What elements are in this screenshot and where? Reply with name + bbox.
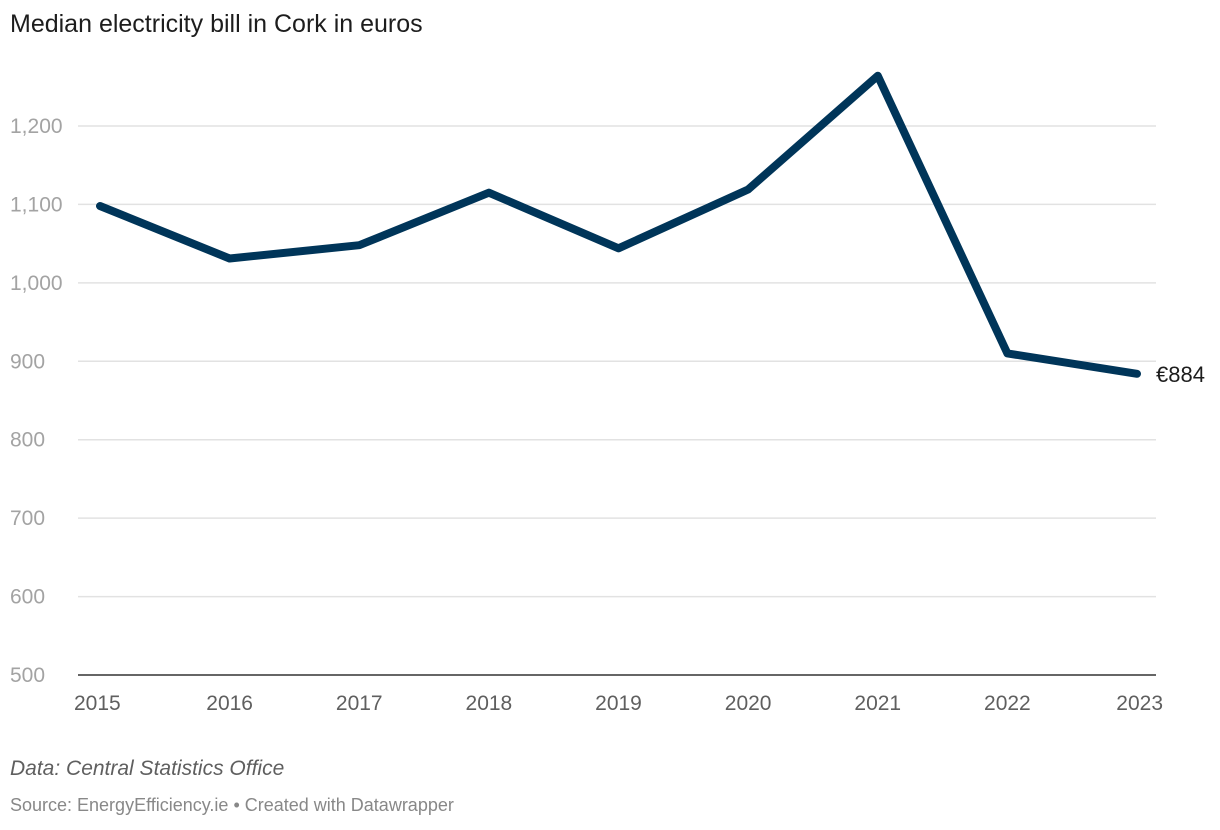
x-tick-label: 2017 <box>336 692 383 715</box>
data-source-note: Data: Central Statistics Office <box>10 757 285 780</box>
x-tick-label: 2020 <box>725 692 772 715</box>
x-tick-label: 2022 <box>984 692 1031 715</box>
x-tick-label: 2015 <box>74 692 121 715</box>
x-tick-label: 2016 <box>206 692 253 715</box>
y-tick-label: 600 <box>10 586 45 609</box>
x-tick-label: 2019 <box>595 692 642 715</box>
y-tick-label: 1,000 <box>10 272 63 295</box>
x-tick-label: 2023 <box>1116 692 1163 715</box>
data-points <box>99 75 1138 374</box>
y-tick-label: 800 <box>10 429 45 452</box>
chart-title: Median electricity bill in Cork in euros <box>10 10 423 38</box>
series-line-median-bill <box>96 71 1141 378</box>
y-tick-label: 700 <box>10 507 45 530</box>
x-axis-ticks: 2015 2016 2017 2018 2019 2020 2021 2022 2023 <box>74 692 1163 715</box>
x-tick-label: 2018 <box>466 692 513 715</box>
y-axis-ticks: 500 600 700 800 900 1,000 1,100 1,200 <box>10 115 63 687</box>
end-value-label: €884 <box>1156 362 1205 387</box>
y-tick-label: 500 <box>10 664 45 687</box>
y-tick-label: 1,200 <box>10 115 63 138</box>
y-tick-label: 900 <box>10 350 45 373</box>
footer-credit: Source: EnergyEfficiency.ie • Created wi… <box>10 795 454 815</box>
x-tick-label: 2021 <box>854 692 901 715</box>
y-tick-label: 1,100 <box>10 193 63 216</box>
gridlines <box>78 125 1156 676</box>
